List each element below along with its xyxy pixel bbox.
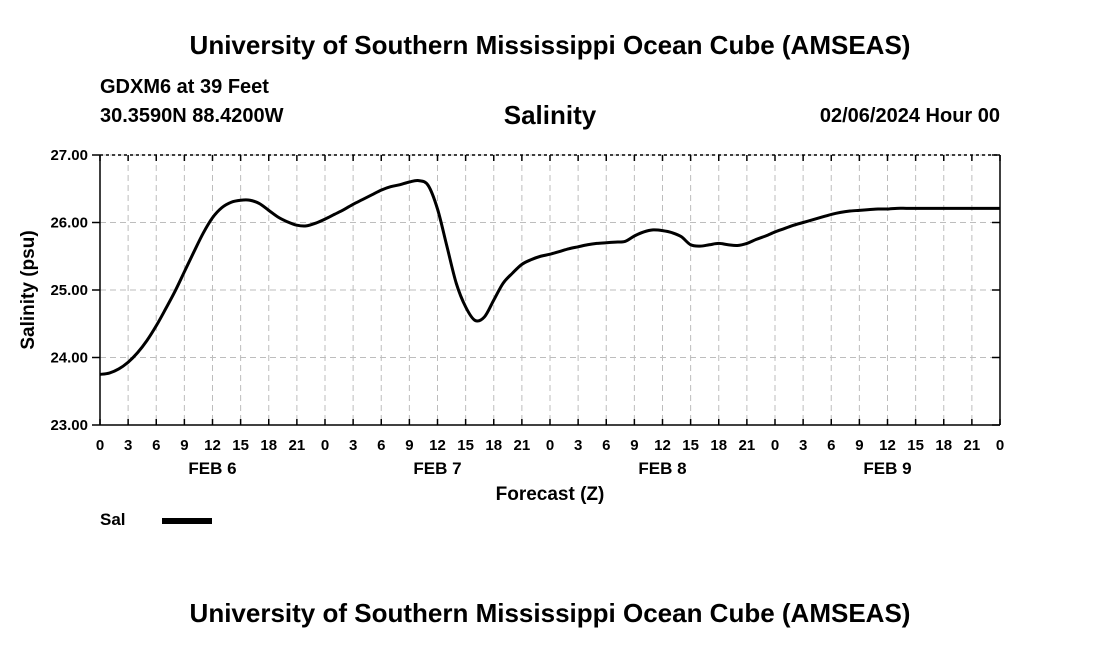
chart-title: University of Southern Mississippi Ocean… [189,30,911,60]
x-tick-label: 15 [907,437,924,454]
x-tick-label: 9 [405,437,413,454]
x-tick-label: 6 [602,437,610,454]
x-day-label: FEB 8 [638,459,686,478]
x-tick-label: 15 [232,437,249,454]
axes: 0 3 6 9 12 15 18 21 0 3 6 9 12 15 18 21 0 3 6 9 12 15 18 21 0 3 6 9… [18,147,1004,505]
forecast-datetime: 02/06/2024 Hour 00 [819,105,1000,127]
x-tick-label: 9 [855,437,863,454]
x-tick-label: 6 [152,437,160,454]
x-tick-label: 0 [96,437,104,454]
coordinates-label: 30.3590N 88.4200W [100,105,284,127]
x-tick-label: 15 [682,437,699,454]
salinity-series-line [99,179,1000,376]
x-tick-label: 3 [574,437,582,454]
y-tick-label: 23.00 [50,417,88,434]
footer-title: University of Southern Mississippi Ocean… [189,598,911,628]
x-tick-label: 18 [260,437,277,454]
x-tick-label: 21 [964,437,981,454]
y-axis-title: Salinity (psu) [18,230,39,349]
x-tick-label: 9 [180,437,188,454]
x-tick-label: 3 [799,437,807,454]
x-tick-label: 12 [654,437,671,454]
x-tick-label: 18 [485,437,502,454]
y-tick-label: 24.00 [50,350,88,367]
x-tick-label: 3 [124,437,132,454]
x-tick-label: 0 [321,437,329,454]
x-tick-label: 21 [739,437,756,454]
x-tick-label: 0 [771,437,779,454]
x-tick-label: 18 [710,437,727,454]
y-tick-label: 25.00 [50,282,88,299]
x-day-label: FEB 6 [188,459,236,478]
x-tick-label: 3 [349,437,357,454]
x-tick-label: 18 [935,437,952,454]
station-label: GDXM6 at 39 Feet [100,76,269,98]
x-tick-label: 15 [457,437,474,454]
x-tick-label: 6 [827,437,835,454]
y-tick-label: 27.00 [50,147,88,164]
x-tick-label: 21 [289,437,306,454]
x-tick-label: 21 [514,437,531,454]
variable-title: Salinity [503,100,597,130]
x-tick-label: 6 [377,437,385,454]
x-tick-label: 9 [630,437,638,454]
x-tick-label: 0 [996,437,1004,454]
x-axis-title: Forecast (Z) [496,484,605,505]
legend: Sal [100,510,212,529]
x-tick-label: 12 [204,437,221,454]
x-tick-label: 0 [546,437,554,454]
x-tick-label: 12 [429,437,446,454]
y-tick-label: 26.00 [50,215,88,232]
series-layer [99,179,1000,376]
legend-label: Sal [100,510,126,529]
x-day-label: FEB 7 [413,459,461,478]
x-day-label: FEB 9 [863,459,911,478]
grid [100,154,1000,425]
x-tick-label: 12 [879,437,896,454]
